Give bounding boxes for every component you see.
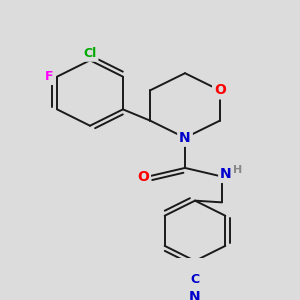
Text: O: O [214, 83, 226, 98]
Text: N: N [220, 167, 232, 181]
Text: Cl: Cl [83, 47, 97, 60]
Text: H: H [233, 165, 243, 175]
Text: O: O [137, 169, 149, 184]
Text: N: N [179, 131, 191, 145]
Text: C: C [190, 273, 200, 286]
Text: F: F [45, 70, 53, 83]
Text: N: N [189, 290, 201, 300]
